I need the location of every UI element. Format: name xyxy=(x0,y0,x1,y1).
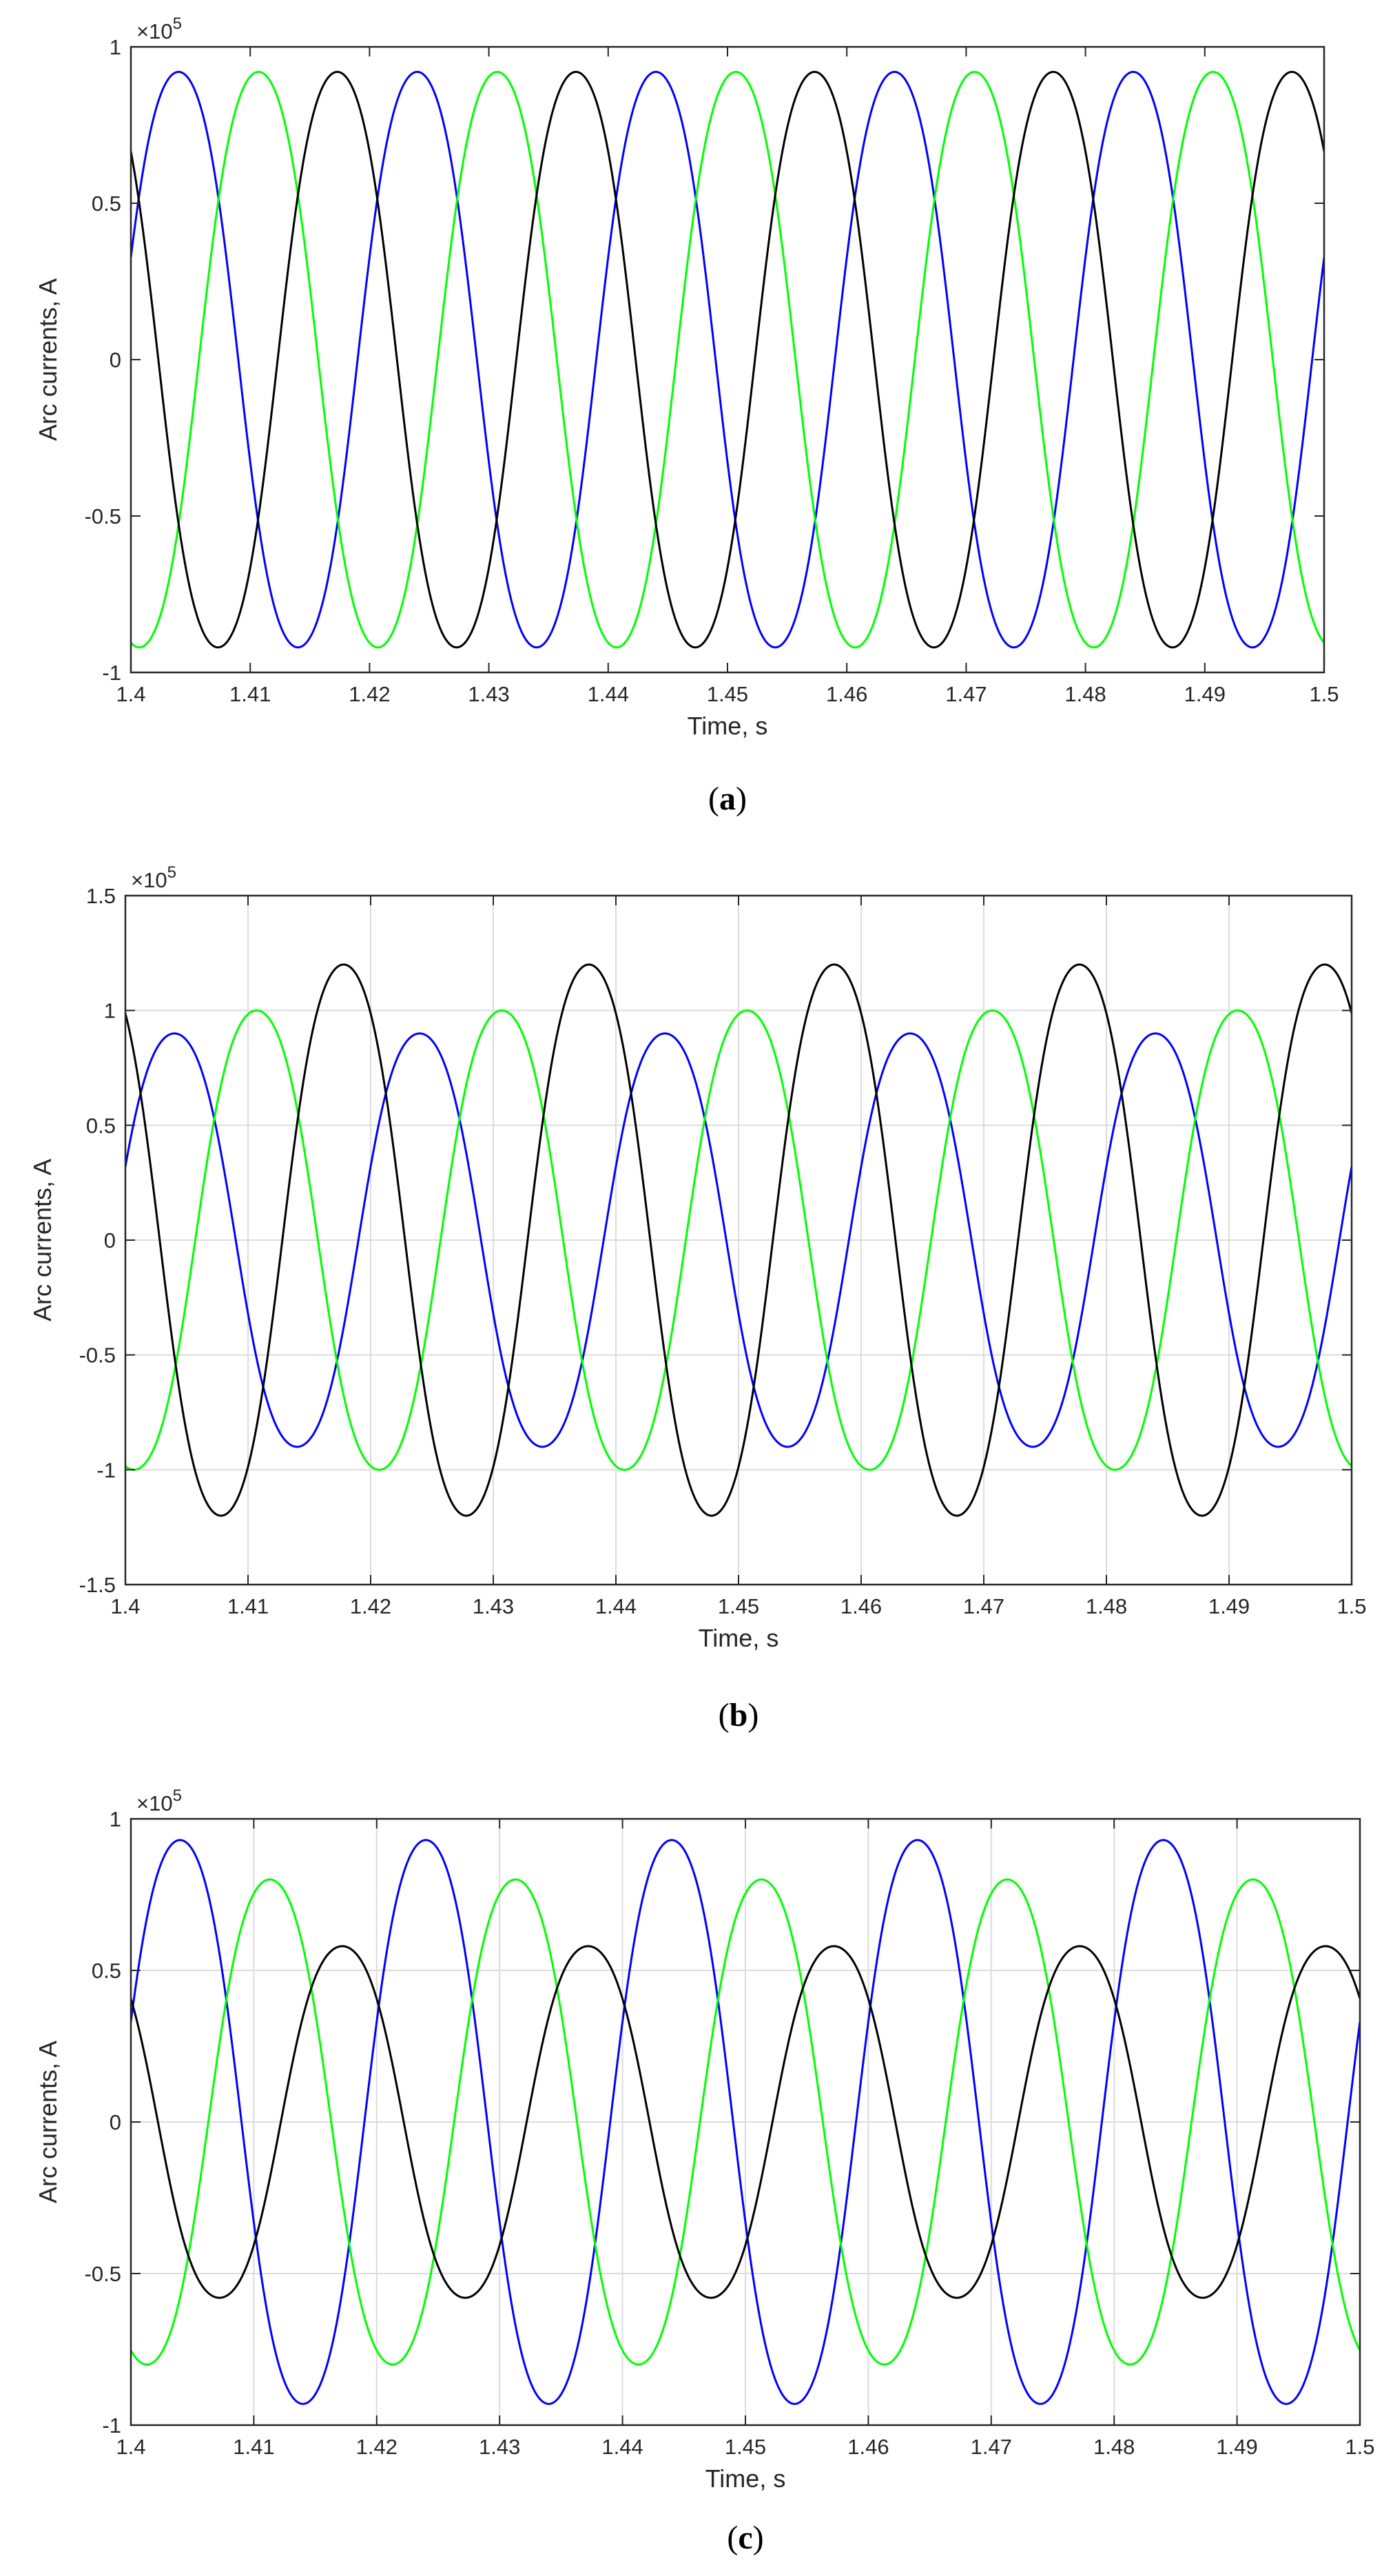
y-tick-label: 0.5 xyxy=(92,1959,121,1983)
series-group xyxy=(131,70,1324,649)
caption-open: ( xyxy=(727,2520,738,2556)
y-tick-label: -0.5 xyxy=(85,504,121,528)
caption-letter: c xyxy=(738,2520,752,2556)
y-tick-label: -1.5 xyxy=(79,1573,116,1597)
x-axis-label: Time, s xyxy=(688,712,768,740)
x-tick-label: 1.42 xyxy=(349,682,390,706)
panel-caption: (c) xyxy=(727,2520,763,2556)
x-tick-label: 1.47 xyxy=(945,682,987,706)
exponent-base: ×10 xyxy=(136,19,173,43)
exponent-base: ×10 xyxy=(131,868,167,892)
y-tick-label: -1 xyxy=(102,661,121,685)
x-tick-label: 1.49 xyxy=(1184,682,1226,706)
series-group xyxy=(131,1839,1360,2405)
y-tick-label: 0.5 xyxy=(86,1113,116,1137)
x-tick-label: 1.45 xyxy=(718,1594,759,1618)
y-tick-label: 0 xyxy=(110,348,121,372)
x-tick-label: 1.46 xyxy=(840,1594,882,1618)
series-line-2 xyxy=(131,70,1324,649)
caption-close: ) xyxy=(747,1697,759,1733)
x-tick-label: 1.47 xyxy=(971,2435,1012,2459)
x-tick-label: 1.45 xyxy=(725,2435,766,2459)
x-tick-label: 1.48 xyxy=(1064,682,1106,706)
grid xyxy=(125,896,1352,1585)
x-tick-label: 1.4 xyxy=(116,2435,145,2459)
x-tick-label: 1.43 xyxy=(473,1594,514,1618)
y-axis-label: Arc currents, A xyxy=(34,2041,62,2203)
panel-caption: (a) xyxy=(708,781,747,817)
x-tick-label: 1.44 xyxy=(601,2435,643,2459)
y-exponent-label: ×105 xyxy=(136,14,182,43)
x-tick-label: 1.49 xyxy=(1208,1594,1250,1618)
x-tick-label: 1.48 xyxy=(1086,1594,1127,1618)
y-axis-label: Arc currents, A xyxy=(28,1159,56,1321)
caption-letter: a xyxy=(719,781,736,817)
series-group xyxy=(125,963,1352,1517)
x-tick-label: 1.47 xyxy=(963,1594,1004,1618)
series-line-3 xyxy=(131,1945,1360,2299)
grid xyxy=(131,1819,1360,2425)
caption-open: ( xyxy=(719,1697,730,1733)
y-tick-label: 0.5 xyxy=(92,192,121,216)
x-tick-label: 1.42 xyxy=(356,2435,398,2459)
x-axis-label: Time, s xyxy=(705,2464,786,2493)
x-tick-label: 1.48 xyxy=(1093,2435,1135,2459)
x-tick-label: 1.43 xyxy=(479,2435,520,2459)
series-line-1 xyxy=(131,70,1324,649)
panel-caption: (b) xyxy=(719,1697,759,1733)
x-tick-label: 1.41 xyxy=(233,2435,274,2459)
y-tick-label: 0 xyxy=(104,1228,116,1253)
y-tick-label: -1 xyxy=(102,2413,121,2438)
y-tick-label: 0 xyxy=(110,2110,121,2134)
exponent-base: ×10 xyxy=(136,1791,173,1815)
y-tick-label: 1 xyxy=(110,1807,121,1831)
x-tick-label: 1.4 xyxy=(116,682,145,706)
x-tick-label: 1.5 xyxy=(1337,1594,1366,1618)
exponent-power: 5 xyxy=(167,863,176,882)
x-tick-label: 1.42 xyxy=(350,1594,391,1618)
x-tick-label: 1.41 xyxy=(227,1594,269,1618)
y-exponent-label: ×105 xyxy=(131,863,176,892)
series-line-1 xyxy=(125,1032,1352,1448)
x-tick-label: 1.46 xyxy=(826,682,867,706)
caption-letter: b xyxy=(730,1697,748,1733)
caption-open: ( xyxy=(708,781,719,817)
x-tick-label: 1.4 xyxy=(110,1594,140,1618)
caption-close: ) xyxy=(753,2520,764,2556)
y-tick-label: -0.5 xyxy=(85,2262,121,2286)
caption-close: ) xyxy=(736,781,747,817)
x-tick-label: 1.46 xyxy=(847,2435,889,2459)
exponent-power: 5 xyxy=(173,1786,182,1805)
series-line-3 xyxy=(131,70,1324,649)
x-tick-label: 1.41 xyxy=(229,682,271,706)
exponent-power: 5 xyxy=(173,14,182,33)
series-line-1 xyxy=(131,1839,1360,2405)
chart-panel-a: 1.4 1.41 1.42 1.43 1.44 1.45 1.46 1.47 1.48 1.49 1… xyxy=(34,14,1339,817)
y-tick-label: -1 xyxy=(96,1458,116,1482)
x-tick-label: 1.44 xyxy=(588,682,629,706)
x-tick-label: 1.43 xyxy=(468,682,509,706)
x-tick-label: 1.45 xyxy=(707,682,748,706)
y-tick-label: 1 xyxy=(110,35,121,59)
x-tick-label: 1.5 xyxy=(1309,682,1339,706)
x-axis-label: Time, s xyxy=(699,1624,779,1652)
chart-panel-b: 1.4 1.41 1.42 1.43 1.44 1.45 1.46 1.47 1.48 1.49 1… xyxy=(28,863,1367,1733)
y-exponent-label: ×105 xyxy=(136,1786,182,1815)
y-tick-label: -0.5 xyxy=(79,1343,116,1368)
x-tick-label: 1.44 xyxy=(595,1594,637,1618)
plot-area xyxy=(131,47,1324,672)
series-line-3 xyxy=(125,963,1352,1517)
x-tick-label: 1.5 xyxy=(1345,2435,1374,2459)
series-line-2 xyxy=(125,1009,1352,1471)
x-tick-label: 1.49 xyxy=(1216,2435,1257,2459)
y-tick-label: 1.5 xyxy=(86,884,116,908)
y-axis-label: Arc currents, A xyxy=(34,278,62,441)
y-tick-label: 1 xyxy=(104,999,116,1023)
series-line-2 xyxy=(131,1878,1360,2366)
chart-panel-c: 1.4 1.41 1.42 1.43 1.44 1.45 1.46 1.47 1.48 1.49 1… xyxy=(34,1786,1375,2556)
